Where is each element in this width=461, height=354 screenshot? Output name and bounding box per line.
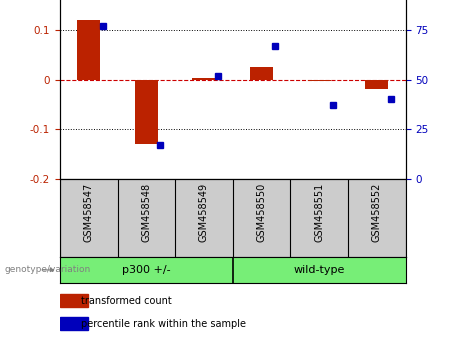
Text: GSM458552: GSM458552	[372, 183, 382, 242]
Bar	[365, 80, 388, 88]
Bar	[77, 20, 100, 80]
Text: genotype/variation: genotype/variation	[5, 266, 91, 274]
Text: GSM458548: GSM458548	[142, 183, 151, 242]
Text: GSM458547: GSM458547	[84, 183, 94, 242]
Bar	[250, 67, 273, 80]
Text: GSM458551: GSM458551	[314, 183, 324, 242]
Text: wild-type: wild-type	[294, 265, 345, 275]
FancyBboxPatch shape	[60, 316, 88, 331]
FancyBboxPatch shape	[60, 293, 88, 307]
Bar	[135, 80, 158, 144]
Text: p300 +/-: p300 +/-	[122, 265, 171, 275]
Bar	[308, 80, 331, 81]
Text: GSM458549: GSM458549	[199, 183, 209, 242]
Text: transformed count: transformed count	[81, 296, 171, 306]
Bar	[193, 78, 216, 80]
Text: percentile rank within the sample: percentile rank within the sample	[81, 319, 246, 329]
Text: GSM458550: GSM458550	[257, 183, 266, 242]
